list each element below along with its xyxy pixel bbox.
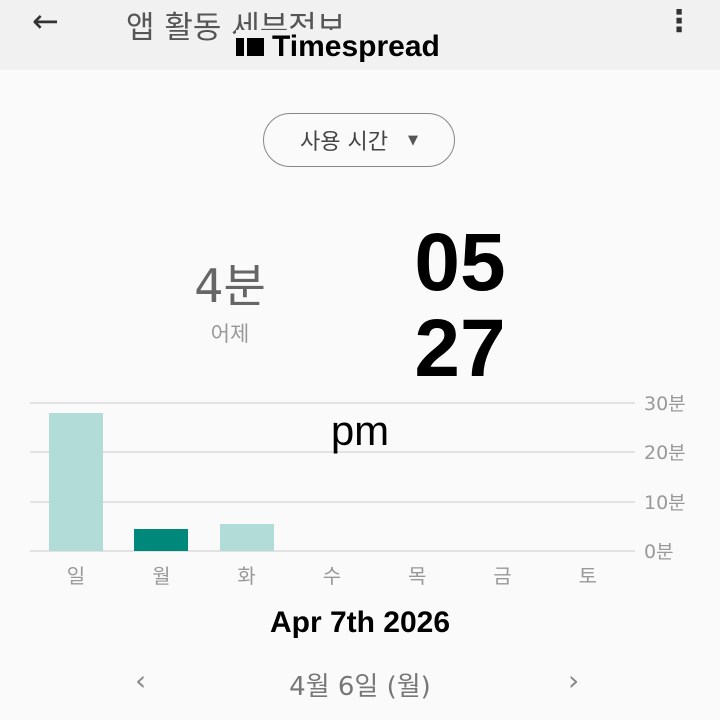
- gridline: [30, 451, 635, 454]
- bar-2[interactable]: [219, 523, 274, 551]
- bar-1[interactable]: [134, 528, 189, 551]
- clock-hour: 05: [414, 217, 506, 308]
- dropdown-label: 사용 시간: [300, 130, 388, 155]
- gridline: [30, 402, 635, 404]
- more-vert-icon[interactable]: ⋮: [664, 4, 694, 39]
- y-tick-label: 20분: [644, 442, 686, 465]
- chevron-left-icon[interactable]: ‹: [135, 664, 147, 697]
- x-tick-label: 월: [152, 564, 171, 588]
- metric-dropdown[interactable]: 사용 시간 ▼: [263, 113, 455, 167]
- brand-name: Timespread: [272, 30, 440, 63]
- overlay-date: Apr 7th 2026: [269, 606, 451, 639]
- x-tick-label: 화: [237, 564, 256, 588]
- caret-down-icon: ▼: [407, 132, 418, 148]
- clock-ampm: pm: [330, 407, 390, 454]
- gridline: [30, 550, 635, 552]
- gridline: [30, 500, 635, 503]
- usage-label: 어제: [210, 322, 250, 346]
- timespread-icon: [236, 38, 264, 56]
- chevron-right-icon[interactable]: ›: [568, 664, 580, 697]
- timespread-logo: Timespread: [236, 30, 440, 64]
- x-tick-label: 토: [578, 564, 597, 588]
- arrow-left-icon[interactable]: ←: [32, 2, 59, 40]
- date-label: 4월 6일 (월): [289, 672, 431, 702]
- x-tick-label: 목: [407, 564, 427, 588]
- y-tick-label: 10분: [644, 491, 686, 514]
- y-tick-label: 30분: [644, 393, 686, 415]
- x-tick-label: 일: [66, 564, 86, 588]
- x-tick-label: 금: [493, 564, 512, 588]
- y-tick-label: 0분: [644, 541, 674, 563]
- bar-0[interactable]: [49, 412, 103, 551]
- x-tick-label: 수: [322, 564, 342, 588]
- usage-value: 4분: [194, 259, 266, 313]
- clock-minute: 27: [414, 303, 506, 394]
